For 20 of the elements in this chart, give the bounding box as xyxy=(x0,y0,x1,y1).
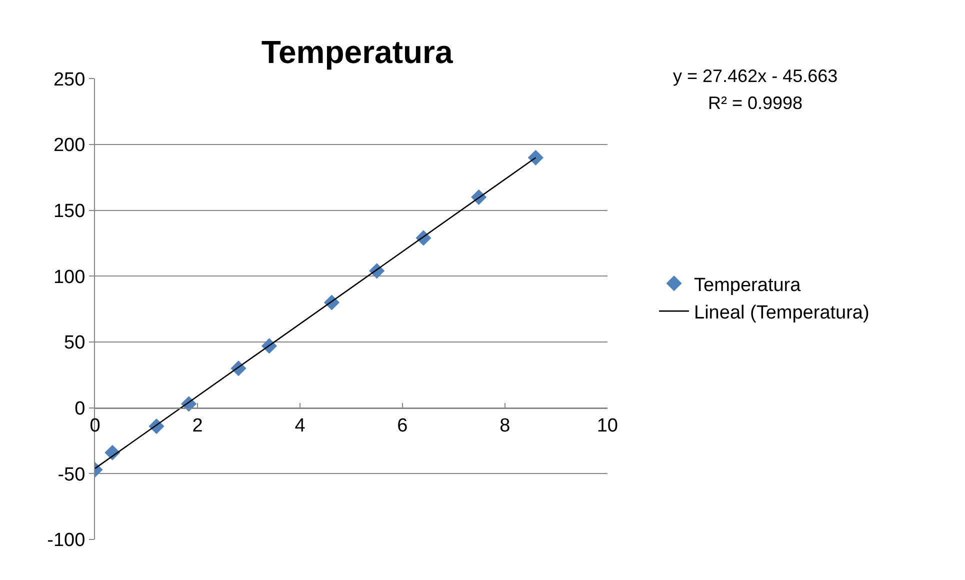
x-tick-label: 10 xyxy=(596,416,618,437)
legend-label: Lineal (Temperatura) xyxy=(694,302,870,324)
y-tick-label: 200 xyxy=(53,135,86,156)
x-tick-label: 6 xyxy=(397,416,408,437)
y-tick-label: 50 xyxy=(64,332,86,354)
x-tick-label: 2 xyxy=(192,416,203,437)
point xyxy=(528,150,544,166)
y-tick-label: -100 xyxy=(47,530,86,552)
y-tick-label: 100 xyxy=(53,266,86,288)
x-tick-label: 0 xyxy=(90,416,100,437)
x-tick-label: 8 xyxy=(500,416,510,437)
text: R² = 0.9998 xyxy=(708,93,803,113)
x-tick-label: 4 xyxy=(294,416,306,437)
chart-title: Temperatura xyxy=(261,34,453,70)
y-tick-label: 0 xyxy=(74,398,86,420)
y-tick-label: -50 xyxy=(58,464,86,486)
y-tick-label: 150 xyxy=(53,200,86,222)
text: y = 27.462x - 45.663 xyxy=(673,66,838,86)
legend-label: Temperatura xyxy=(694,274,802,296)
y-tick-label: 250 xyxy=(53,69,86,90)
